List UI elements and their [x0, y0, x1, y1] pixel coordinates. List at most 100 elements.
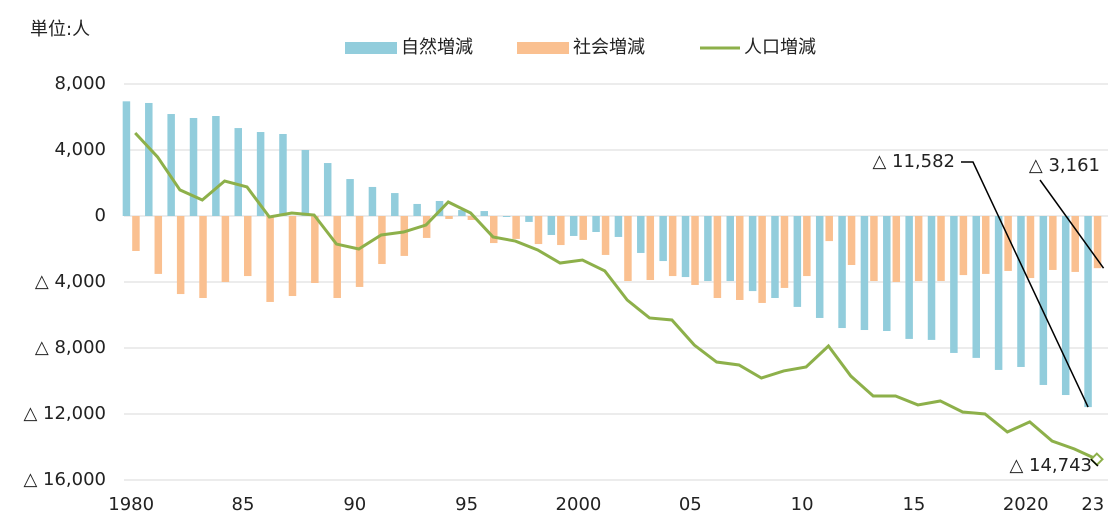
bar [1026, 216, 1035, 279]
bar [838, 216, 846, 329]
bar [726, 216, 734, 282]
y-tick-label: 4,000 [54, 139, 106, 160]
bar [167, 114, 175, 216]
bar [1004, 216, 1012, 271]
value-label: △ 3,161 [1029, 155, 1100, 176]
x-tick-label: 2000 [556, 494, 602, 515]
bar [905, 216, 913, 339]
leader-line [1039, 179, 1105, 269]
bar [413, 203, 421, 216]
y-tick-label: 0 [95, 205, 106, 226]
bar [847, 216, 856, 266]
bar [445, 216, 453, 219]
bar [870, 216, 878, 282]
bar [569, 216, 578, 236]
y-tick-label: △ 12,000 [23, 403, 106, 424]
bar [154, 216, 163, 274]
bar [288, 216, 297, 297]
bar [972, 216, 980, 358]
bar [937, 216, 945, 282]
bar [825, 216, 833, 242]
bar [659, 216, 667, 262]
legend-swatch [517, 42, 569, 54]
bar [199, 216, 207, 299]
line-end-marker [1089, 452, 1104, 467]
x-tick-label: 95 [455, 494, 478, 515]
bar [480, 211, 488, 216]
bar [490, 216, 498, 244]
x-tick-label: 23 [1081, 494, 1104, 515]
bar [592, 216, 600, 233]
bar [467, 216, 476, 220]
x-tick-label: 90 [343, 494, 366, 515]
bar [959, 216, 968, 276]
bar [534, 216, 543, 245]
bar [637, 216, 645, 253]
x-tick-label: 1980 [108, 494, 154, 515]
bar [368, 186, 377, 216]
bar [860, 216, 869, 331]
bar [212, 116, 220, 216]
x-tick-label: 10 [791, 494, 814, 515]
line [134, 131, 1098, 461]
bar [221, 216, 230, 282]
bar [883, 216, 891, 332]
bar [244, 216, 252, 277]
bar [614, 216, 623, 237]
bar [704, 216, 712, 282]
leader-line [1090, 458, 1099, 467]
bar [950, 216, 958, 353]
bar [758, 216, 766, 303]
bar [502, 216, 511, 217]
bar [333, 216, 341, 299]
bar [355, 216, 364, 287]
bar [547, 216, 556, 235]
bar [1039, 216, 1048, 385]
bar [279, 133, 287, 216]
bar [512, 216, 520, 239]
x-tick-label: 05 [679, 494, 702, 515]
legend-label: 社会増減 [573, 37, 645, 58]
bar [525, 216, 533, 222]
bar [145, 102, 153, 216]
bar [400, 216, 409, 256]
bar [458, 210, 466, 216]
bar [579, 216, 587, 240]
legend-label: 人口増減 [744, 37, 816, 58]
y-tick-label: 8,000 [54, 73, 106, 94]
bar [994, 216, 1003, 370]
legend-label: 自然増減 [401, 37, 473, 58]
x-tick-label: 15 [902, 494, 925, 515]
bar [1093, 216, 1102, 269]
bar [624, 216, 632, 282]
y-tick-label: △ 8,000 [35, 337, 106, 358]
bar [646, 216, 655, 281]
bar [122, 101, 131, 216]
bar [803, 216, 811, 277]
bar [771, 216, 779, 299]
x-tick-label: 85 [232, 494, 255, 515]
bar [982, 216, 990, 274]
y-tick-label: △ 16,000 [23, 469, 106, 490]
bar [793, 216, 802, 307]
unit-label: 単位:人 [30, 19, 90, 40]
bar [681, 216, 690, 278]
bar [780, 216, 789, 288]
bar [713, 216, 722, 299]
bar [748, 216, 757, 292]
bar [691, 216, 699, 285]
value-label: △ 14,743 [1009, 455, 1092, 476]
x-tick-label: 2020 [1003, 494, 1049, 515]
bar [601, 216, 610, 255]
bar [1084, 216, 1092, 408]
y-tick-label: △ 4,000 [35, 271, 106, 292]
bar [1017, 216, 1025, 367]
bar [391, 193, 399, 216]
bar [346, 179, 354, 216]
bar [1071, 216, 1079, 272]
value-label: △ 11,582 [872, 151, 955, 172]
legend-swatch [345, 42, 397, 54]
bar [435, 200, 444, 216]
bar [914, 216, 923, 282]
